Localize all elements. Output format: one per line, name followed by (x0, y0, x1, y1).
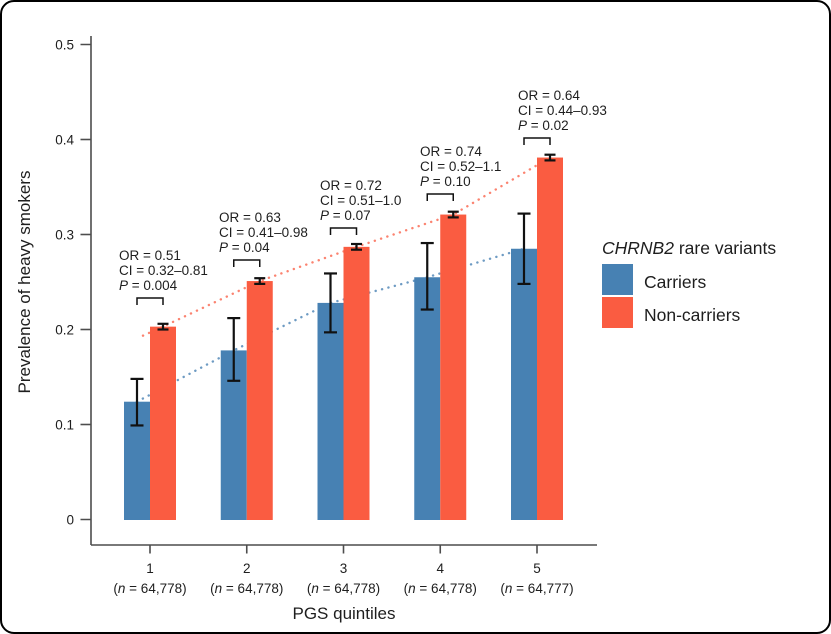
error-bar-carriers-q1 (130, 377, 144, 427)
error-bar-non-carriers-q2 (254, 277, 266, 285)
annotation-or: OR = 0.74 (420, 144, 482, 159)
y-tick-label: 0.4 (55, 132, 74, 147)
legend-title-rest: rare variants (674, 238, 776, 258)
legend-swatch-non-carriers (602, 297, 633, 328)
annotation-p: P = 0.04 (219, 240, 270, 255)
bar-non-carriers-q2 (246, 281, 273, 520)
bar-carriers-q4 (414, 277, 441, 520)
annotation-ci: CI = 0.51–1.0 (320, 193, 401, 208)
y-tick-label: 0.5 (55, 37, 74, 52)
x-tick-n-label: (n = 64,778) (307, 581, 380, 596)
x-tick-label: 5 (533, 561, 541, 576)
error-bar-non-carriers-q5 (544, 153, 556, 162)
annotation-p: P = 0.004 (119, 278, 178, 293)
error-bar-non-carriers-q4 (447, 210, 459, 219)
x-tick-label: 4 (436, 561, 444, 576)
x-tick-n-label: (n = 64,778) (404, 581, 477, 596)
x-axis-title: PGS quintiles (293, 604, 396, 623)
axis-ticks-group: 0 0.1 0.2 0.3 0.4 0.5 1 (n = 64,778) 2 (n = 64,77… (55, 37, 573, 596)
comparison-bracket (426, 193, 454, 201)
error-bar-non-carriers-q1 (157, 322, 169, 331)
legend-title: CHRNB2 rare variants (602, 238, 776, 258)
comparison-bracket (136, 297, 164, 305)
annotation-ci: CI = 0.52–1.1 (420, 159, 501, 174)
bar-non-carriers-q5 (537, 157, 563, 521)
legend-label-carriers: Carriers (644, 272, 706, 292)
x-tick-label: 2 (243, 561, 251, 576)
error-bar-non-carriers-q3 (351, 242, 362, 251)
annotation-p: P = 0.02 (518, 118, 569, 133)
comparison-bracket (233, 259, 261, 267)
error-bar-carriers-q2 (227, 317, 241, 382)
annotation-or: OR = 0.72 (320, 178, 382, 193)
x-tick-label: 3 (340, 561, 348, 576)
y-axis-title: Prevalence of heavy smokers (15, 171, 34, 394)
annotation-ci: CI = 0.32–0.81 (119, 263, 208, 278)
legend-title-gene: CHRNB2 (602, 238, 674, 258)
x-tick-n-label: (n = 64,778) (113, 581, 186, 596)
bar-non-carriers-q4 (440, 214, 467, 521)
x-tick-n-label: (n = 64,778) (210, 581, 283, 596)
annotation-ci: CI = 0.41–0.98 (219, 225, 308, 240)
error-bar-carriers-q3 (324, 272, 337, 334)
comparison-bracket (329, 227, 358, 235)
bar-carriers-q3 (317, 302, 344, 520)
x-tick-label: 1 (146, 561, 154, 576)
bar-carriers-q5 (511, 248, 537, 520)
annotation-or: OR = 0.63 (219, 210, 281, 225)
annotation-ci: CI = 0.44–0.93 (518, 103, 607, 118)
annotation-or: OR = 0.51 (119, 248, 181, 263)
legend-swatch-carriers (602, 264, 633, 295)
annotation-p: P = 0.07 (320, 208, 371, 223)
annotation-p: P = 0.10 (420, 174, 471, 189)
y-tick-label: 0.2 (55, 322, 74, 337)
legend-label-non-carriers: Non-carriers (644, 305, 741, 325)
annotation-or: OR = 0.64 (518, 88, 580, 103)
y-tick-label: 0 (66, 512, 74, 527)
y-tick-label: 0.1 (55, 417, 74, 432)
bar-non-carriers-q1 (150, 326, 176, 520)
x-tick-n-label: (n = 64,777) (500, 581, 573, 596)
comparison-bracket (523, 137, 551, 145)
y-tick-label: 0.3 (55, 227, 74, 242)
error-bars-group (130, 153, 556, 427)
error-bar-carriers-q5 (517, 212, 531, 285)
bar-non-carriers-q3 (343, 246, 370, 520)
error-bar-carriers-q4 (420, 241, 434, 311)
